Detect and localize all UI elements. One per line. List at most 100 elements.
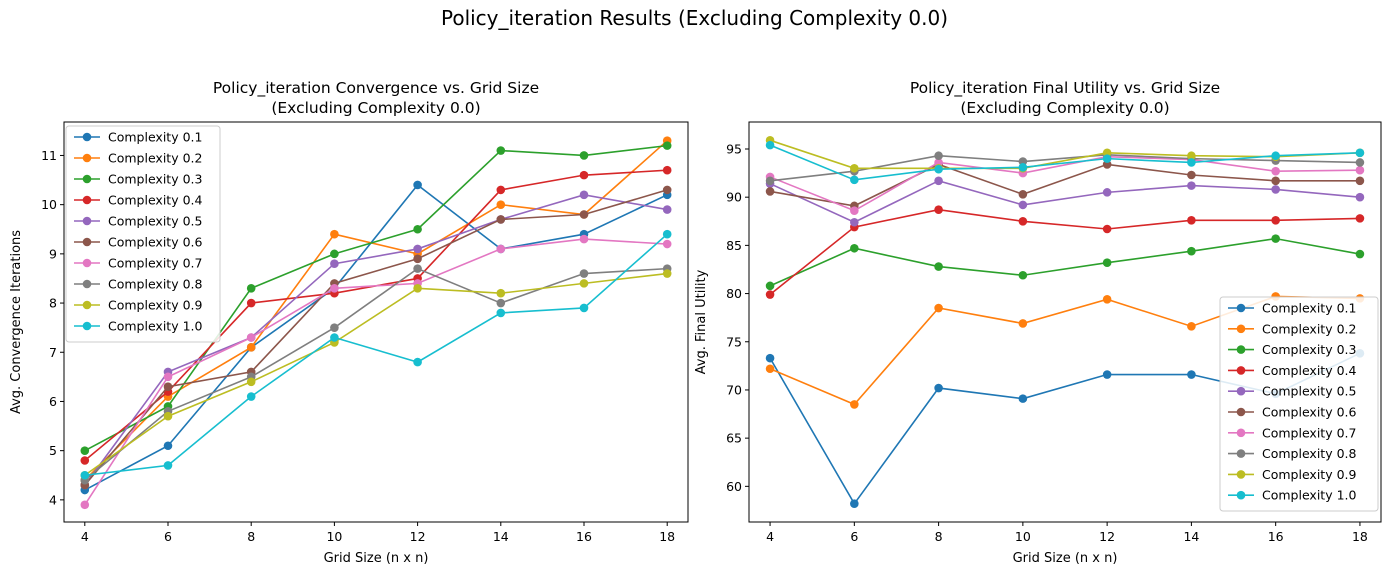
data-point	[1102, 188, 1112, 197]
data-point	[934, 151, 943, 161]
series-complexity-1_0	[80, 229, 672, 480]
legend-label: Complexity 0.3	[108, 172, 202, 187]
series-line	[84, 238, 668, 506]
chart-title: Policy_iteration Convergence vs. Grid Si…	[213, 79, 539, 98]
data-point	[934, 383, 943, 393]
y-tick-label: 9	[49, 246, 57, 261]
legend-marker	[1236, 428, 1246, 438]
legend-label: Complexity 0.9	[108, 298, 202, 313]
series-line	[769, 163, 1360, 207]
data-point	[1187, 370, 1196, 379]
data-point	[579, 170, 589, 180]
x-tick-label: 18	[659, 529, 675, 544]
data-point	[1355, 165, 1365, 175]
legend-item: Complexity 0.6	[74, 235, 202, 250]
legend-label: Complexity 0.6	[108, 235, 202, 250]
legend-marker	[82, 300, 92, 310]
series-complexity-0_3	[765, 234, 1365, 291]
legend-marker	[1236, 324, 1246, 334]
legend-label: Complexity 0.4	[108, 193, 202, 208]
data-point	[662, 185, 672, 195]
data-point	[1018, 163, 1028, 172]
legend-label: Complexity 0.1	[108, 130, 202, 145]
data-point	[765, 176, 775, 186]
data-point	[80, 500, 90, 510]
y-tick-label: 5	[49, 443, 57, 458]
x-tick-label: 12	[1099, 529, 1115, 544]
data-point	[1102, 295, 1112, 304]
legend-label: Complexity 0.5	[108, 214, 202, 229]
legend-marker	[82, 279, 92, 289]
data-point	[662, 239, 672, 249]
data-point	[246, 333, 256, 342]
data-point	[246, 283, 256, 293]
data-point	[246, 343, 256, 352]
data-point	[1102, 370, 1112, 379]
y-tick-label: 85	[726, 238, 742, 253]
data-point	[1271, 216, 1280, 225]
data-point	[413, 254, 422, 264]
data-point	[850, 400, 859, 409]
data-point	[80, 470, 90, 480]
data-point	[80, 446, 90, 455]
data-point	[1271, 234, 1280, 243]
series-line	[84, 140, 668, 481]
legend-label: Complexity 0.5	[1262, 384, 1356, 399]
legend-item: Complexity 0.1	[74, 130, 202, 145]
data-point	[163, 411, 173, 421]
y-tick-label: 4	[49, 492, 57, 507]
x-tick-label: 4	[766, 529, 774, 544]
data-point	[330, 333, 339, 342]
x-tick-label: 8	[247, 529, 255, 544]
legend-label: Complexity 0.8	[108, 277, 202, 292]
data-point	[1187, 246, 1196, 256]
x-tick-label: 12	[410, 529, 426, 544]
legend-item: Complexity 0.5	[74, 214, 202, 229]
x-tick-label: 16	[1268, 529, 1284, 544]
chart-subtitle: (Excluding Complexity 0.0)	[271, 99, 480, 117]
x-tick-label: 16	[576, 529, 592, 544]
data-point	[934, 205, 943, 215]
legend-item: Complexity 0.3	[74, 172, 202, 187]
legend-item: Complexity 0.6	[1228, 405, 1356, 420]
data-point	[579, 210, 589, 219]
legend-label: Complexity 0.2	[1262, 321, 1356, 336]
series-line	[769, 144, 1360, 181]
data-point	[1271, 185, 1280, 194]
y-tick-label: 6	[49, 394, 57, 409]
legend-item: Complexity 0.5	[1228, 384, 1356, 399]
x-tick-label: 14	[1183, 529, 1199, 544]
series-line	[84, 272, 668, 476]
chart-title: Policy_iteration Final Utility vs. Grid …	[910, 79, 1220, 98]
legend-label: Complexity 0.9	[1262, 467, 1356, 482]
data-point	[496, 308, 506, 318]
chart-1: Policy_iteration Convergence vs. Grid Si…	[9, 79, 689, 566]
data-point	[330, 283, 339, 293]
plot-frame	[63, 121, 689, 523]
data-point	[662, 205, 672, 214]
data-point	[163, 372, 173, 382]
legend-marker	[1236, 366, 1246, 375]
data-point	[934, 303, 943, 313]
legend-label: Complexity 1.0	[108, 319, 202, 334]
legend-item: Complexity 0.2	[1228, 321, 1356, 336]
data-point	[80, 456, 90, 465]
legend-label: Complexity 0.6	[1262, 405, 1356, 420]
data-point	[496, 200, 506, 209]
plot-frame	[748, 121, 1382, 523]
x-tick-label: 8	[935, 529, 943, 544]
chart-2: Policy_iteration Final Utility vs. Grid …	[694, 79, 1382, 566]
data-point	[850, 175, 859, 185]
series-line	[84, 144, 668, 452]
series-complexity-0_4	[765, 205, 1365, 299]
y-tick-label: 10	[41, 197, 57, 212]
legend-label: Complexity 0.1	[1262, 301, 1356, 316]
y-tick-label: 70	[726, 382, 742, 397]
data-point	[1187, 170, 1196, 180]
data-point	[765, 140, 775, 150]
data-point	[1102, 224, 1112, 234]
data-point	[579, 151, 589, 160]
legend-label: Complexity 0.7	[1262, 425, 1356, 440]
